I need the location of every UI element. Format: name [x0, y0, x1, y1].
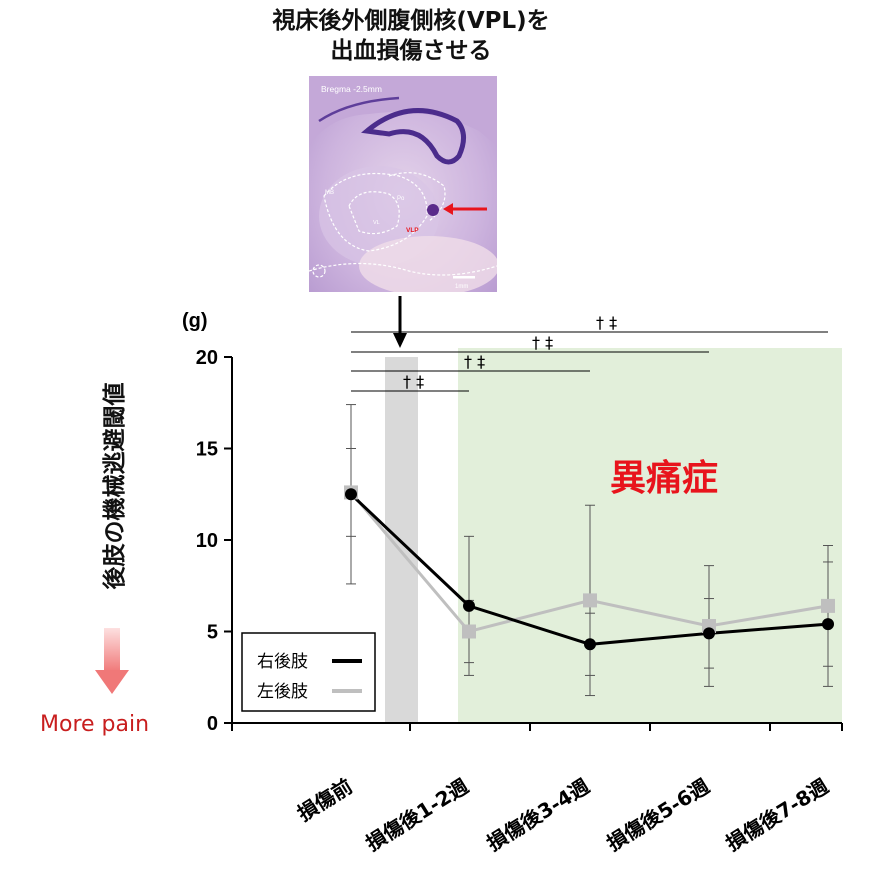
- bregma-label: Bregma -2.5mm: [321, 84, 382, 94]
- more-pain-label: More pain: [40, 712, 150, 737]
- legend-box: [241, 632, 376, 712]
- x-tick-label: 損傷前: [293, 774, 357, 826]
- significance-marks: † ‡: [464, 352, 485, 371]
- y-axis-unit: (g): [182, 310, 208, 332]
- legend-label: 右後肢: [257, 652, 308, 672]
- marker-right-limb: [703, 627, 715, 640]
- significance-marks: † ‡: [403, 372, 424, 391]
- x-tick-label: 損傷後3-4週: [482, 774, 593, 856]
- chart-axes: 0 5 10 15 20: [196, 347, 843, 735]
- marker-right-limb: [345, 488, 357, 501]
- y-tick-label: 5: [207, 622, 218, 644]
- x-tick-label: 損傷後7-8週: [721, 774, 832, 856]
- y-tick-label: 20: [196, 347, 218, 369]
- region-label-vl: VL: [373, 220, 380, 226]
- y-tick-label: 10: [196, 530, 218, 552]
- allodynia-region: [458, 348, 842, 723]
- brain-section-drawing: Bregma -2.5mm MB Po VLP VL 1mm: [309, 76, 497, 292]
- marker-right-limb: [822, 618, 834, 631]
- region-label-po: Po: [397, 196, 405, 202]
- title-line-1: 視床後外側腹側核(VPL)を: [272, 8, 550, 34]
- marker-right-limb: [584, 638, 596, 651]
- marker-left-limb: [583, 593, 597, 608]
- marker-right-limb: [463, 599, 475, 612]
- scale-bar-label: 1mm: [455, 284, 468, 290]
- x-tick-labels: 損傷前 損傷後1-2週 損傷後3-4週 損傷後5-6週 損傷後7-8週: [293, 774, 833, 856]
- y-tick-label: 0: [207, 713, 218, 735]
- legend-label: 左後肢: [257, 682, 308, 702]
- injection-arrow-head: [393, 333, 407, 348]
- region-label-mb: MB: [325, 190, 334, 196]
- x-tick-label: 損傷後1-2週: [361, 774, 472, 856]
- series-markers: [344, 485, 835, 651]
- marker-left-limb: [462, 624, 476, 639]
- x-tick-label: 損傷後5-6週: [602, 774, 713, 856]
- significance-marks: † ‡: [596, 313, 617, 332]
- shaded-regions: [385, 348, 842, 723]
- significance-brackets: † ‡ † ‡ † ‡ † ‡: [351, 313, 828, 392]
- figure-title: 視床後外側腹側核(VPL)を 出血損傷させる: [0, 6, 822, 66]
- title-line-2: 出血損傷させる: [330, 38, 492, 64]
- brain-section-image: Bregma -2.5mm MB Po VLP VL 1mm: [309, 76, 497, 292]
- allodynia-label: 異痛症: [610, 458, 718, 499]
- significance-marks: † ‡: [532, 333, 553, 352]
- region-label-vlp: VLP: [406, 227, 419, 234]
- marker-left-limb: [821, 598, 835, 613]
- y-axis-label: 後肢の機械逃避閾値: [102, 382, 128, 590]
- more-pain-arrow-icon: [95, 628, 129, 694]
- y-tick-label: 15: [196, 439, 218, 461]
